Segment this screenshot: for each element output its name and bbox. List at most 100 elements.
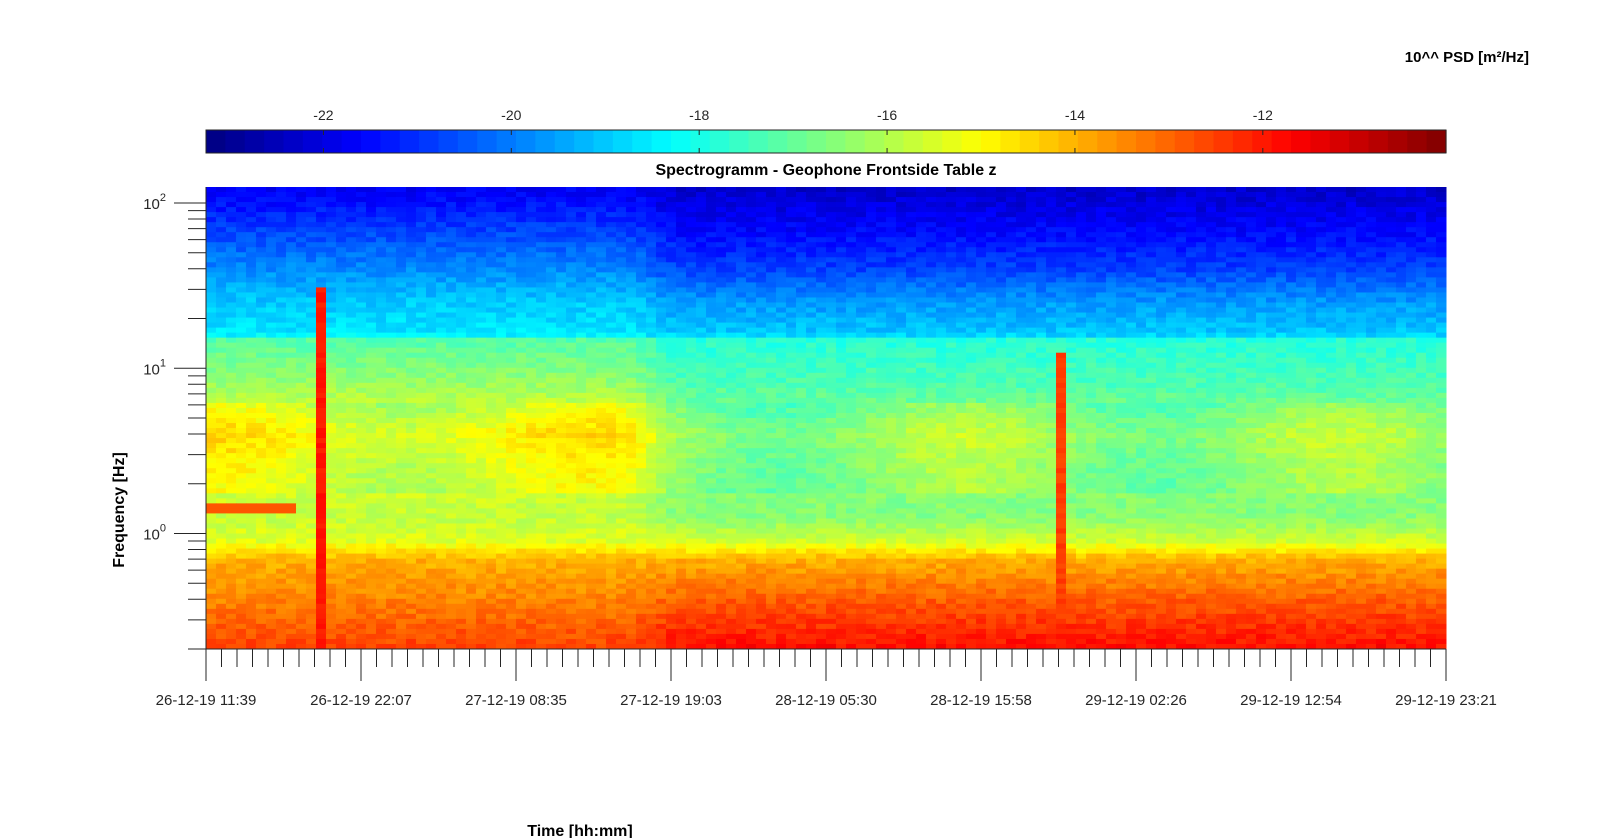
spectrogram-cell bbox=[736, 237, 747, 243]
spectrogram-cell bbox=[1186, 367, 1197, 374]
spectrogram-cell bbox=[506, 372, 517, 379]
spectrogram-cell bbox=[1416, 287, 1427, 293]
spectrogram-cell bbox=[696, 217, 707, 223]
spectrogram-cell bbox=[636, 247, 647, 253]
spectrogram-cell bbox=[346, 322, 357, 329]
spectrogram-cell bbox=[1326, 187, 1337, 193]
spectrogram-cell bbox=[406, 237, 417, 243]
spectrogram-cell bbox=[906, 287, 917, 293]
spectrogram-cell bbox=[1036, 267, 1047, 273]
spectrogram-cell bbox=[1076, 337, 1087, 344]
spectrogram-cell bbox=[226, 282, 237, 288]
spectrogram-cell bbox=[1116, 312, 1127, 319]
spectrogram-cell bbox=[936, 197, 947, 203]
spectrogram-cell bbox=[956, 272, 967, 278]
spectrogram-cell bbox=[1326, 257, 1337, 263]
spectrogram-cell bbox=[266, 287, 277, 293]
spectrogram-cell bbox=[766, 222, 777, 228]
spectrogram-cell bbox=[806, 272, 817, 278]
spectrogram-cell bbox=[756, 242, 767, 248]
spectrogram-cell bbox=[616, 337, 627, 344]
spectrogram-cell bbox=[636, 187, 647, 193]
spectrogram-cell bbox=[636, 257, 647, 263]
spectrogram-cell bbox=[1356, 372, 1367, 379]
spectrogram-cell bbox=[296, 357, 307, 364]
spectrogram-cell bbox=[586, 372, 597, 379]
spectrogram-cell bbox=[1316, 347, 1327, 354]
spectrogram-cell bbox=[886, 277, 897, 283]
spectrogram-cell bbox=[1256, 247, 1267, 253]
spectrogram-cell bbox=[426, 342, 437, 349]
spectrogram-cell bbox=[956, 282, 967, 288]
spectrogram-cell bbox=[676, 207, 687, 213]
spectrogram-cell bbox=[836, 242, 847, 248]
colorbar-cell bbox=[903, 130, 924, 153]
spectrogram-cell bbox=[1006, 302, 1017, 309]
spectrogram-cell bbox=[1366, 237, 1377, 243]
spectrogram-cell bbox=[416, 192, 427, 198]
spectrogram-cell bbox=[1106, 347, 1117, 354]
spectrogram-cell bbox=[1166, 327, 1177, 334]
spectrogram-cell bbox=[266, 267, 277, 273]
spectrogram-cell bbox=[736, 217, 747, 223]
spectrogram-cell bbox=[1216, 247, 1227, 253]
spectrogram-cell bbox=[556, 232, 567, 238]
spectrogram-cell bbox=[1036, 222, 1047, 228]
spectrogram-cell bbox=[236, 202, 247, 208]
spectrogram-cell bbox=[606, 212, 617, 218]
spectrogram-cell bbox=[376, 312, 387, 319]
spectrogram-cell bbox=[586, 202, 597, 208]
spectrogram-cell bbox=[1026, 192, 1037, 198]
spectrogram-cell bbox=[706, 222, 717, 228]
spectrogram-cell bbox=[1096, 287, 1107, 293]
spectrogram-cell bbox=[256, 382, 267, 389]
spectrogram-cell bbox=[1036, 337, 1047, 344]
spectrogram-cell bbox=[386, 192, 397, 198]
spectrogram-cell bbox=[1096, 327, 1107, 334]
spectrogram-cell bbox=[1146, 187, 1157, 193]
spectrogram-cell bbox=[796, 337, 807, 344]
spectrogram-cell bbox=[326, 352, 337, 359]
spectrogram-cell bbox=[816, 377, 827, 384]
spectrogram-cell bbox=[1376, 282, 1387, 288]
spectrogram-cell bbox=[466, 242, 477, 248]
spectrogram-cell bbox=[1386, 192, 1397, 198]
spectrogram-cell bbox=[1406, 302, 1417, 309]
spectrogram-cell bbox=[496, 332, 507, 339]
spectrogram-cell bbox=[1356, 367, 1367, 374]
spectrogram-cell bbox=[1176, 192, 1187, 198]
spectrogram-cell bbox=[496, 347, 507, 354]
spectrogram-cell bbox=[416, 282, 427, 288]
spectrogram-cell bbox=[1366, 262, 1377, 268]
spectrogram-cell bbox=[1056, 232, 1067, 238]
spectrogram-cell bbox=[666, 272, 677, 278]
spectrogram-cell bbox=[536, 247, 547, 253]
spectrogram-cell bbox=[736, 367, 747, 374]
spectrogram-cell bbox=[306, 282, 317, 288]
spectrogram-cell bbox=[666, 362, 677, 369]
spectrogram-cell bbox=[456, 202, 467, 208]
spectrogram-cell bbox=[1436, 262, 1447, 268]
spectrogram-cell bbox=[306, 202, 317, 208]
spectrogram-cell bbox=[1116, 332, 1127, 339]
spectrogram-cell bbox=[386, 277, 397, 283]
spectrogram-cell bbox=[1386, 327, 1397, 334]
spectrogram-cell bbox=[546, 227, 557, 233]
spectrogram-cell bbox=[906, 342, 917, 349]
spectrogram-cell bbox=[446, 282, 457, 288]
spectrogram-cell bbox=[1126, 287, 1137, 293]
spectrogram-cell bbox=[296, 287, 307, 293]
spectrogram-cell bbox=[1256, 237, 1267, 243]
spectrogram-cell bbox=[776, 272, 787, 278]
spectrogram-cell bbox=[1286, 277, 1297, 283]
spectrogram-cell bbox=[816, 187, 827, 193]
spectrogram-cell bbox=[1366, 347, 1377, 354]
spectrogram-cell bbox=[606, 232, 617, 238]
spectrogram-cell bbox=[516, 252, 527, 258]
spectrogram-cell bbox=[906, 257, 917, 263]
spectrogram-cell bbox=[276, 327, 287, 334]
spectrogram-cell bbox=[576, 317, 587, 324]
spectrogram-cell bbox=[336, 347, 347, 354]
spectrogram-cell bbox=[656, 382, 667, 389]
spectrogram-cell bbox=[1096, 302, 1107, 309]
